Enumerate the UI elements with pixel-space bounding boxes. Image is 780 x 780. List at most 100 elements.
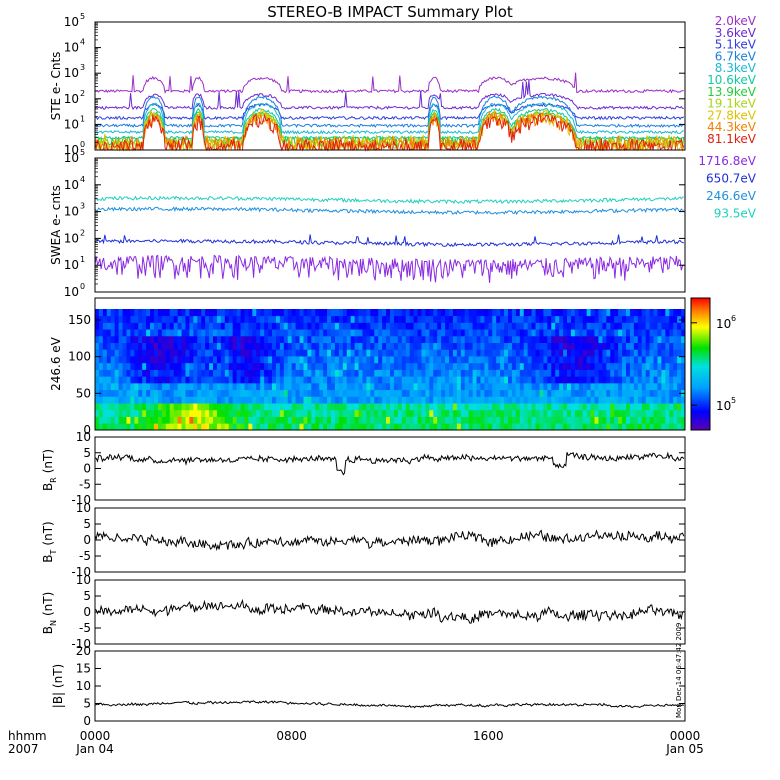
heatmap-cell [492, 362, 497, 370]
heatmap-cell [681, 322, 686, 330]
heatmap-cell [338, 362, 344, 370]
heatmap-cell [275, 416, 281, 424]
heatmap-cell [138, 356, 143, 364]
heatmap-cell [307, 409, 312, 417]
heatmap-cell [346, 335, 352, 344]
heatmap-cell [657, 349, 662, 357]
heatmap-cell [393, 382, 399, 391]
heatmap-cell [523, 382, 529, 391]
heatmap-cell [181, 409, 186, 417]
heatmap-cell [334, 342, 340, 350]
heatmap-cell [299, 376, 304, 384]
heatmap-cell [134, 389, 139, 397]
heatmap-cell [354, 396, 359, 404]
heatmap-cell [460, 335, 466, 344]
heatmap-cell [291, 349, 296, 357]
heatmap-cell [480, 416, 485, 424]
heatmap-cell [98, 362, 104, 370]
heatmap-cell [452, 376, 458, 384]
heatmap-cell [346, 416, 352, 424]
heatmap-cell [378, 362, 383, 370]
heatmap-cell [334, 322, 340, 330]
heatmap-cell [645, 389, 650, 397]
heatmap-cell [665, 389, 670, 397]
heatmap-cell [417, 356, 422, 364]
heatmap-cell [606, 349, 611, 357]
heatmap-cell [578, 396, 584, 404]
heatmap-cell [295, 309, 300, 317]
heatmap-cell [633, 403, 639, 411]
heatmap-cell [283, 335, 289, 344]
heatmap-cell [582, 329, 588, 337]
heatmap-cell [618, 349, 623, 357]
heatmap-cell [150, 382, 155, 391]
heatmap-cell [358, 382, 363, 391]
heatmap-cell [95, 342, 100, 350]
heatmap-cell [476, 362, 481, 370]
heatmap-cell [272, 416, 277, 424]
heatmap-cell [449, 416, 454, 424]
heatmap-cell [315, 396, 320, 404]
heatmap-cell [606, 369, 611, 377]
heatmap-cell [244, 409, 249, 417]
heatmap-cell [213, 349, 218, 357]
heatmap-cell [551, 362, 556, 370]
heatmap-cell [362, 376, 367, 384]
heatmap-cell [224, 362, 230, 370]
heatmap-cell [637, 382, 643, 391]
heatmap-cell [232, 329, 237, 337]
heatmap-cell [146, 376, 151, 384]
heatmap-cell [653, 335, 658, 344]
heatmap-cell [228, 322, 234, 330]
heatmap-cell [508, 309, 513, 317]
heatmap-cell [559, 409, 564, 417]
heatmap-cell [511, 423, 517, 431]
heatmap-cell [508, 356, 513, 364]
heatmap-cell [547, 322, 552, 330]
b-axis-label-unit: (nT) [41, 592, 55, 616]
heatmap-cell [370, 349, 375, 357]
heatmap-cell [118, 369, 123, 377]
heatmap-cell [130, 403, 135, 411]
heatmap-cell [401, 369, 407, 377]
heatmap-cell [637, 362, 643, 370]
heatmap-cell [449, 409, 454, 417]
heatmap-cell [209, 423, 214, 431]
heatmap-cell [193, 322, 198, 330]
heatmap-cell [118, 335, 123, 344]
heatmap-cell [303, 396, 308, 404]
heatmap-cell [319, 409, 324, 417]
heatmap-cell [598, 376, 603, 384]
heatmap-cell [150, 322, 155, 330]
heatmap-cell [460, 309, 466, 317]
heatmap-cell [197, 315, 202, 323]
heatmap-cell [307, 403, 312, 411]
heatmap-cell [653, 389, 658, 397]
heatmap-cell [555, 382, 560, 391]
heatmap-cell [555, 349, 560, 357]
heatmap-cell [472, 349, 477, 357]
heatmap-cell [138, 309, 143, 317]
heatmap-cell [586, 396, 591, 404]
heatmap-cell [535, 369, 540, 377]
heatmap-cell [150, 376, 155, 384]
heatmap-cell [673, 335, 678, 344]
heatmap-cell [622, 382, 627, 391]
heatmap-cell [252, 382, 257, 391]
y-tick-label: 5 [83, 517, 91, 531]
heatmap-cell [626, 362, 631, 370]
heatmap-cell [114, 315, 119, 323]
heatmap-cell [126, 315, 131, 323]
heatmap-cell [287, 369, 293, 377]
heatmap-cell [602, 342, 607, 350]
heatmap-cell [433, 309, 438, 317]
heatmap-cell [598, 403, 603, 411]
heatmap-cell [102, 349, 108, 357]
heatmap-cell [275, 376, 281, 384]
heatmap-cell [582, 356, 588, 364]
heatmap-cell [527, 315, 532, 323]
heatmap-cell [437, 396, 442, 404]
heatmap-cell [295, 382, 300, 391]
heatmap-cell [484, 403, 489, 411]
heatmap-cell [449, 349, 454, 357]
